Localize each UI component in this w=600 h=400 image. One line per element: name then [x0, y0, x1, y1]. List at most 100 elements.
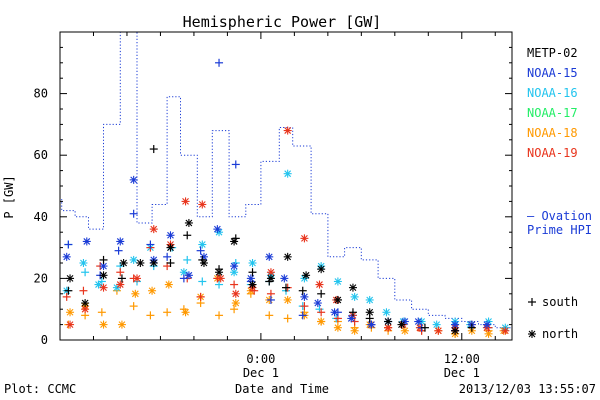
noaa-18-north-point-11: [181, 308, 190, 317]
noaa-18-north-point-6: [99, 320, 108, 329]
noaa-19-north-point-17: [300, 234, 309, 243]
noaa-19-north-point-3: [66, 320, 75, 329]
noaa-16-north-point-13: [230, 268, 239, 277]
noaa-18-south-point-7: [129, 302, 138, 311]
x-tick-time-1: 12:00: [444, 352, 480, 366]
ovation-segment-0: [60, 32, 512, 329]
metp-02-north-point-6: [81, 299, 90, 308]
noaa-15-north-point-25: [451, 320, 460, 329]
legend-noaa-18: NOAA-18: [527, 126, 578, 140]
noaa-15-north-point-12: [213, 225, 222, 234]
noaa-15-north-point-17: [300, 292, 309, 301]
noaa-15-north-point-15: [265, 252, 274, 261]
noaa-15-north-point-5: [99, 262, 108, 271]
noaa-18-north-point-9: [148, 286, 157, 295]
y-tick-label-0: 0: [41, 333, 48, 347]
metp-02-north-point-13: [199, 259, 208, 267]
metp-02-north-point-7: [99, 271, 108, 280]
noaa-15-south-point-13: [298, 311, 307, 320]
noaa-15-north-point-13: [230, 262, 239, 271]
ovation-label-line-1: – Ovation: [527, 209, 592, 223]
noaa-16-north-point-25: [432, 320, 441, 329]
metp-02-north-point-20: [317, 265, 326, 274]
noaa-15-north-point-21: [367, 320, 376, 329]
data-markers: [62, 58, 510, 338]
noaa-18-north-point-19: [317, 317, 326, 326]
noaa-15-north-point-20: [347, 314, 356, 323]
series-legend: METP-02 NOAA-15 NOAA-16 NOAA-17 NOAA-18 NOAA-…: [527, 46, 578, 160]
legend-north-marker: [528, 330, 536, 338]
noaa-15-south-point-1: [64, 240, 73, 249]
noaa-19-north-point-18: [315, 280, 324, 289]
noaa-18-south-point-8: [146, 311, 155, 320]
noaa-15-south-point-10: [231, 160, 240, 169]
marker-legend: south north: [528, 295, 578, 341]
x-tick-time-0: 0:00: [246, 352, 275, 366]
noaa-15-south-point-12: [266, 295, 275, 304]
noaa-18-south-point-16: [283, 314, 292, 323]
metp-02-north-point-26: [451, 326, 460, 335]
noaa-16-south-point-12: [215, 280, 224, 289]
metp-02-north-point-17: [266, 274, 275, 283]
noaa-16-north-point-4: [79, 259, 88, 267]
noaa-15-north-point-16: [280, 274, 289, 283]
noaa-19-south-point-18: [317, 308, 326, 317]
noaa-18-north-point-20: [333, 323, 342, 332]
noaa-15-south-point-5: [146, 240, 155, 249]
noaa-15-south-point-8: [196, 246, 205, 255]
noaa-16-north-point-22: [382, 308, 391, 317]
metp-02-south-point-18: [420, 323, 429, 332]
y-tick-label-1: 20: [34, 271, 48, 285]
y-tick-label-3: 60: [34, 148, 48, 162]
metp-02-north-point-16: [248, 280, 257, 289]
noaa-15-north-point-3: [62, 252, 71, 261]
metp-02-north-point-10: [149, 259, 158, 267]
noaa-19-north-point-29: [501, 326, 510, 335]
x-axis-label: Date and Time: [235, 382, 329, 396]
metp-02-south-point-10: [248, 268, 257, 277]
noaa-18-south-point-5: [97, 308, 106, 317]
x-tick-date-1: Dec 1: [444, 366, 480, 380]
noaa-15-north-point-18: [313, 299, 322, 308]
noaa-19-north-point-8: [149, 225, 158, 234]
noaa-15-north-point-27: [482, 320, 491, 329]
noaa-19-north-point-5: [99, 283, 108, 292]
x-tick-date-0: Dec 1: [243, 366, 279, 380]
metp-02-north-point-18: [283, 252, 292, 261]
noaa-15-north-point-10: [184, 271, 193, 280]
noaa-15-south-point-4: [129, 209, 138, 218]
noaa-16-north-point-20: [350, 292, 359, 301]
noaa-15-north-point-24: [414, 317, 423, 326]
noaa-16-north-point-16: [283, 169, 292, 178]
noaa-19-north-point-12: [216, 274, 225, 283]
metp-02-south-point-12: [282, 283, 290, 292]
ovation-hpi-line: [60, 32, 512, 329]
noaa-18-north-point-7: [117, 320, 126, 329]
noaa-19-south-point-6: [116, 268, 125, 277]
metp-02-north-point-14: [215, 268, 224, 277]
noaa-18-south-point-12: [215, 311, 224, 320]
noaa-18-north-point-4: [66, 308, 75, 317]
metp-02-north-point-9: [136, 259, 145, 267]
noaa-15-north-point-9: [166, 231, 175, 240]
legend-noaa-15: NOAA-15: [527, 66, 578, 80]
metp-02-south-point-1: [64, 286, 73, 295]
noaa-15-north-point-19: [330, 308, 339, 317]
metp-02-south-point-6: [183, 231, 192, 240]
noaa-18-north-point-8: [131, 289, 140, 298]
noaa-15-south-point-6: [163, 252, 172, 261]
plot-credit: Plot: CCMC: [4, 382, 76, 396]
noaa-16-north-point-14: [248, 259, 257, 267]
noaa-16-north-point-11: [198, 240, 207, 249]
noaa-16-north-point-7: [129, 255, 138, 264]
noaa-15-south-point-3: [114, 246, 123, 255]
noaa-19-south-point-4: [79, 286, 88, 295]
noaa-19-north-point-15: [266, 268, 275, 277]
legend-metp-02: METP-02: [527, 46, 578, 60]
legend-noaa-17: NOAA-17: [527, 106, 578, 120]
noaa-15-north-point-7: [129, 175, 138, 184]
metp-02-south-point-4: [149, 145, 158, 154]
noaa-18-north-point-24: [400, 326, 409, 335]
